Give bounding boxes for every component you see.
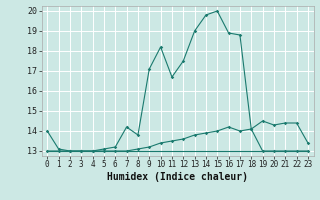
X-axis label: Humidex (Indice chaleur): Humidex (Indice chaleur) bbox=[107, 172, 248, 182]
